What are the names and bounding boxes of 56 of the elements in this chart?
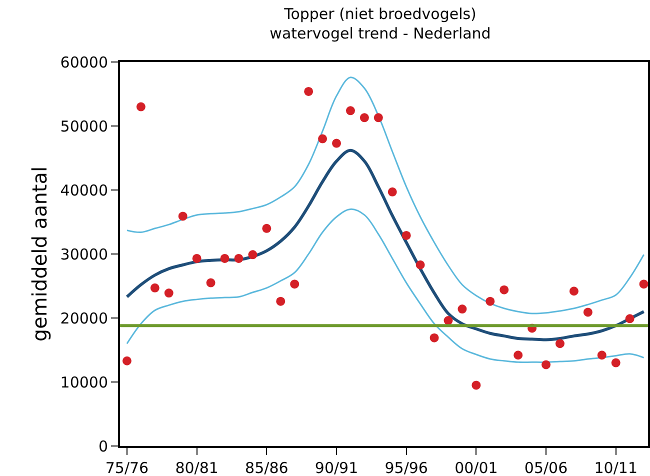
point [542,360,551,370]
point [583,308,592,317]
point [569,286,578,296]
chart-title: Topper (niet broedvogels) [283,5,476,24]
chart-subtitle: watervogel trend - Nederland [270,24,491,43]
point [290,280,300,289]
point [416,260,425,270]
point [304,86,314,96]
point [458,304,467,314]
y-tick-label: 60000 [60,53,108,72]
y-tick-label: 0 [98,437,108,456]
point [388,187,397,196]
x-tick-label: 75/76 [105,459,149,476]
line-series [126,76,645,314]
x-tick-label: 85/86 [245,459,288,476]
x-tick-label: 90/91 [314,459,358,476]
x-tick-label: 95/96 [384,459,428,476]
y-tick-label: 20000 [60,309,108,328]
point [597,350,606,360]
point [262,224,272,233]
point [430,333,439,342]
point [514,350,523,360]
point [611,358,620,368]
y-tick-label: 30000 [60,245,108,264]
point [150,283,160,292]
point [402,230,411,240]
point [234,254,244,263]
x-tick-label: 05/06 [524,459,568,476]
x-tick-label: 10/11 [594,459,638,476]
point [248,250,258,260]
point [486,296,495,306]
y-tick-label: 10000 [60,373,108,392]
point [360,113,369,122]
point [332,138,342,148]
point [444,316,453,326]
point [220,254,230,263]
y-tick-label: 40000 [60,181,108,200]
y-tick-label: 50000 [60,117,108,136]
point [625,314,634,324]
point [374,113,383,122]
point [639,280,648,289]
point [472,380,481,390]
point [192,254,202,263]
point [346,106,355,116]
point [164,288,174,298]
point [556,339,564,348]
point [276,296,286,306]
point [500,285,509,294]
point [318,134,328,144]
x-tick-label: 80/81 [175,459,218,476]
y-axis-title: gemiddeld aantal [27,166,52,342]
point [178,212,188,221]
point [136,102,146,112]
point [206,278,216,288]
x-tick-label: 00/01 [454,459,498,476]
point [122,356,132,366]
